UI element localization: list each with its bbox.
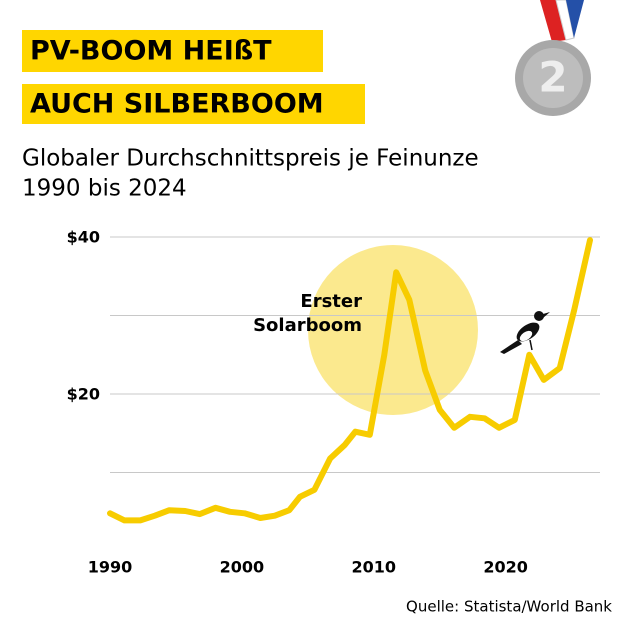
x-tick-label: 2010 (351, 558, 396, 577)
line (107, 237, 593, 524)
title-line: AUCH SILBERBOOM (30, 89, 324, 120)
annotation: Erster (300, 291, 362, 312)
x-tick-label: 2000 (220, 558, 265, 577)
medal (515, 0, 591, 116)
title-bg (22, 84, 365, 124)
x-tick-label: 2020 (483, 558, 528, 577)
magpie (500, 311, 550, 354)
subtitle: 1990 bis 2024 (22, 176, 187, 202)
highlight-circle (308, 245, 478, 415)
title-line: PV-BOOM HEIßT (30, 36, 272, 67)
badge: 2 (538, 53, 567, 102)
y-tick-label: $20 (67, 385, 100, 404)
x-tick-label: 1990 (88, 558, 133, 577)
source: Quelle: Statista/World Bank (406, 598, 612, 616)
y-tick-label: $40 (67, 228, 100, 247)
chart-title: Globaler Durchschnittspreis je Feinunze (22, 146, 479, 172)
title-bg (22, 30, 323, 72)
annotation: Solarboom (253, 315, 362, 336)
